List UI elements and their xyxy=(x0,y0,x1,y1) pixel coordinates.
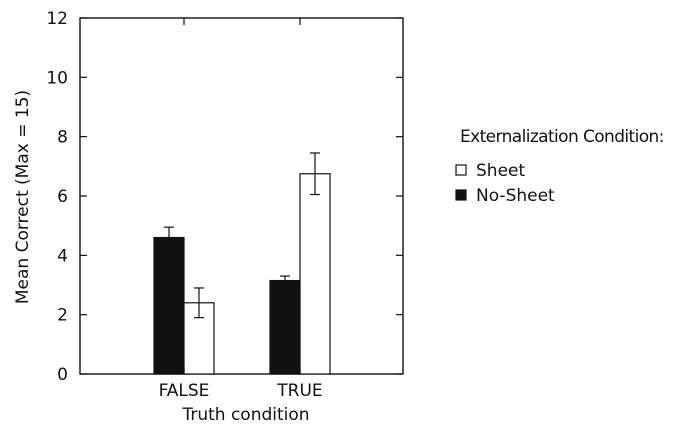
y-tick-label: 8 xyxy=(57,128,68,148)
bar-no-sheet-true xyxy=(269,279,301,375)
y-tick-label: 6 xyxy=(57,187,68,207)
legend: Externalization Condition: Sheet No-Sheet xyxy=(455,127,664,206)
y-tick-label: 4 xyxy=(57,246,68,266)
y-tick-label: 10 xyxy=(46,68,68,88)
y-tick-label: 0 xyxy=(57,365,68,385)
legend-label-sheet: Sheet xyxy=(476,161,525,181)
legend-label-no-sheet: No-Sheet xyxy=(476,186,555,206)
legend-swatch-no-sheet xyxy=(455,189,467,201)
x-axis-title: Truth condition xyxy=(181,405,309,425)
y-axis-title: Mean Correct (Max = 15) xyxy=(13,90,33,304)
y-tick-label: 12 xyxy=(46,9,68,29)
plot-frame xyxy=(79,17,404,375)
legend-title: Externalization Condition: xyxy=(460,127,664,147)
x-tick-label: TRUE xyxy=(276,381,322,401)
bar-sheet-true xyxy=(299,173,331,375)
x-tick-label: FALSE xyxy=(159,381,210,401)
legend-swatch-sheet xyxy=(455,164,467,176)
y-tick-label: 2 xyxy=(57,306,68,326)
bar-no-sheet-false xyxy=(153,236,185,375)
